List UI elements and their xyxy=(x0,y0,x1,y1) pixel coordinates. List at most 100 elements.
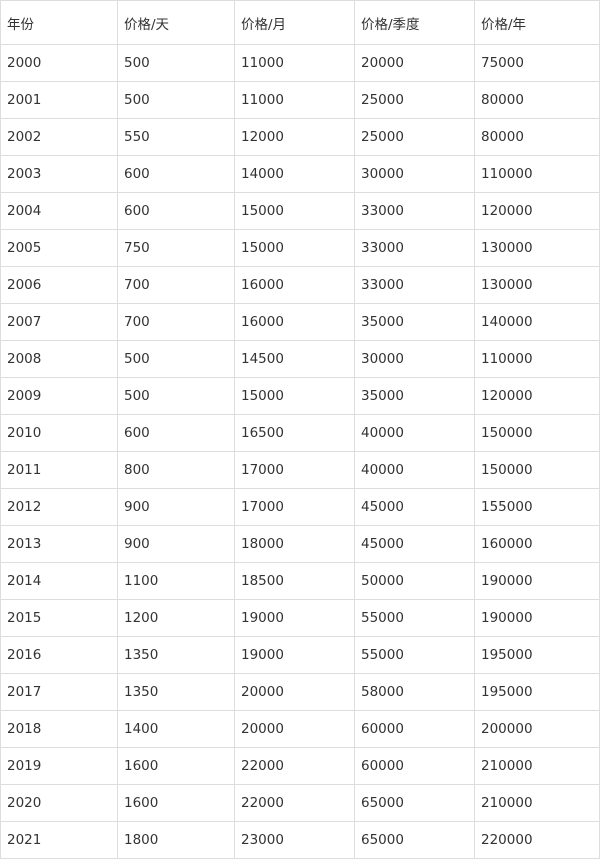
table-row: 2011 800 17000 40000 150000 xyxy=(0,451,600,489)
cell-price-per-year: 190000 xyxy=(474,599,600,637)
cell-price-per-year: 220000 xyxy=(474,821,600,859)
cell-price-per-year: 195000 xyxy=(474,636,600,674)
cell-price-per-quarter: 30000 xyxy=(354,340,475,378)
cell-price-per-day: 700 xyxy=(117,266,235,304)
cell-price-per-day: 1350 xyxy=(117,636,235,674)
cell-price-per-day: 500 xyxy=(117,377,235,415)
table-row: 2007 700 16000 35000 140000 xyxy=(0,303,600,341)
table-row: 2006 700 16000 33000 130000 xyxy=(0,266,600,304)
table-row: 2016 1350 19000 55000 195000 xyxy=(0,636,600,674)
table-row: 2002 550 12000 25000 80000 xyxy=(0,118,600,156)
cell-price-per-day: 500 xyxy=(117,340,235,378)
cell-price-per-year: 160000 xyxy=(474,525,600,563)
column-header-price-per-day: 价格/天 xyxy=(117,0,235,45)
cell-price-per-quarter: 45000 xyxy=(354,525,475,563)
cell-year: 2018 xyxy=(0,710,118,748)
cell-year: 2013 xyxy=(0,525,118,563)
table-row: 2000 500 11000 20000 75000 xyxy=(0,44,600,82)
cell-year: 2005 xyxy=(0,229,118,267)
cell-price-per-quarter: 25000 xyxy=(354,118,475,156)
cell-price-per-month: 15000 xyxy=(234,192,355,230)
cell-year: 2019 xyxy=(0,747,118,785)
cell-price-per-year: 150000 xyxy=(474,414,600,452)
cell-price-per-day: 700 xyxy=(117,303,235,341)
cell-price-per-year: 155000 xyxy=(474,488,600,526)
cell-year: 2010 xyxy=(0,414,118,452)
cell-price-per-month: 16500 xyxy=(234,414,355,452)
table-row: 2001 500 11000 25000 80000 xyxy=(0,81,600,119)
table-row: 2017 1350 20000 58000 195000 xyxy=(0,673,600,711)
cell-price-per-quarter: 33000 xyxy=(354,192,475,230)
table-row: 2013 900 18000 45000 160000 xyxy=(0,525,600,563)
cell-price-per-month: 11000 xyxy=(234,81,355,119)
cell-price-per-month: 19000 xyxy=(234,636,355,674)
table-row: 2005 750 15000 33000 130000 xyxy=(0,229,600,267)
cell-price-per-quarter: 60000 xyxy=(354,710,475,748)
table-row: 2015 1200 19000 55000 190000 xyxy=(0,599,600,637)
cell-price-per-quarter: 33000 xyxy=(354,266,475,304)
cell-price-per-quarter: 50000 xyxy=(354,562,475,600)
cell-price-per-year: 210000 xyxy=(474,747,600,785)
cell-price-per-month: 15000 xyxy=(234,377,355,415)
cell-price-per-day: 900 xyxy=(117,525,235,563)
cell-price-per-day: 600 xyxy=(117,414,235,452)
cell-price-per-month: 18000 xyxy=(234,525,355,563)
table-row: 2020 1600 22000 65000 210000 xyxy=(0,784,600,822)
table-row: 2018 1400 20000 60000 200000 xyxy=(0,710,600,748)
cell-year: 2006 xyxy=(0,266,118,304)
cell-price-per-day: 1400 xyxy=(117,710,235,748)
cell-price-per-day: 900 xyxy=(117,488,235,526)
cell-price-per-day: 600 xyxy=(117,192,235,230)
cell-price-per-year: 80000 xyxy=(474,118,600,156)
cell-year: 2000 xyxy=(0,44,118,82)
cell-year: 2017 xyxy=(0,673,118,711)
cell-price-per-quarter: 45000 xyxy=(354,488,475,526)
cell-price-per-year: 210000 xyxy=(474,784,600,822)
cell-price-per-month: 23000 xyxy=(234,821,355,859)
cell-price-per-quarter: 33000 xyxy=(354,229,475,267)
cell-price-per-month: 22000 xyxy=(234,747,355,785)
cell-price-per-month: 17000 xyxy=(234,451,355,489)
cell-price-per-month: 16000 xyxy=(234,303,355,341)
table-row: 2008 500 14500 30000 110000 xyxy=(0,340,600,378)
column-header-year: 年份 xyxy=(0,0,118,45)
table-row: 2004 600 15000 33000 120000 xyxy=(0,192,600,230)
cell-year: 2008 xyxy=(0,340,118,378)
cell-price-per-quarter: 58000 xyxy=(354,673,475,711)
cell-price-per-year: 120000 xyxy=(474,192,600,230)
cell-price-per-year: 120000 xyxy=(474,377,600,415)
table-row: 2021 1800 23000 65000 220000 xyxy=(0,821,600,859)
cell-price-per-quarter: 35000 xyxy=(354,303,475,341)
cell-price-per-year: 110000 xyxy=(474,155,600,193)
column-header-price-per-year: 价格/年 xyxy=(474,0,600,45)
cell-price-per-day: 1350 xyxy=(117,673,235,711)
cell-price-per-month: 17000 xyxy=(234,488,355,526)
cell-year: 2001 xyxy=(0,81,118,119)
cell-year: 2014 xyxy=(0,562,118,600)
table-body: 2000 500 11000 20000 75000 2001 500 11000 25000 8… xyxy=(0,44,600,859)
table-row: 2003 600 14000 30000 110000 xyxy=(0,155,600,193)
cell-price-per-quarter: 55000 xyxy=(354,636,475,674)
cell-price-per-year: 75000 xyxy=(474,44,600,82)
cell-price-per-day: 600 xyxy=(117,155,235,193)
table-row: 2019 1600 22000 60000 210000 xyxy=(0,747,600,785)
column-header-price-per-quarter: 价格/季度 xyxy=(354,0,475,45)
cell-year: 2003 xyxy=(0,155,118,193)
cell-price-per-year: 130000 xyxy=(474,266,600,304)
cell-price-per-month: 18500 xyxy=(234,562,355,600)
cell-price-per-day: 1800 xyxy=(117,821,235,859)
cell-price-per-year: 190000 xyxy=(474,562,600,600)
cell-price-per-day: 1600 xyxy=(117,784,235,822)
cell-price-per-quarter: 40000 xyxy=(354,414,475,452)
cell-price-per-day: 1100 xyxy=(117,562,235,600)
cell-price-per-month: 12000 xyxy=(234,118,355,156)
cell-price-per-year: 110000 xyxy=(474,340,600,378)
cell-year: 2016 xyxy=(0,636,118,674)
cell-price-per-month: 20000 xyxy=(234,710,355,748)
cell-price-per-month: 22000 xyxy=(234,784,355,822)
cell-price-per-quarter: 35000 xyxy=(354,377,475,415)
cell-year: 2015 xyxy=(0,599,118,637)
cell-price-per-quarter: 20000 xyxy=(354,44,475,82)
cell-year: 2004 xyxy=(0,192,118,230)
